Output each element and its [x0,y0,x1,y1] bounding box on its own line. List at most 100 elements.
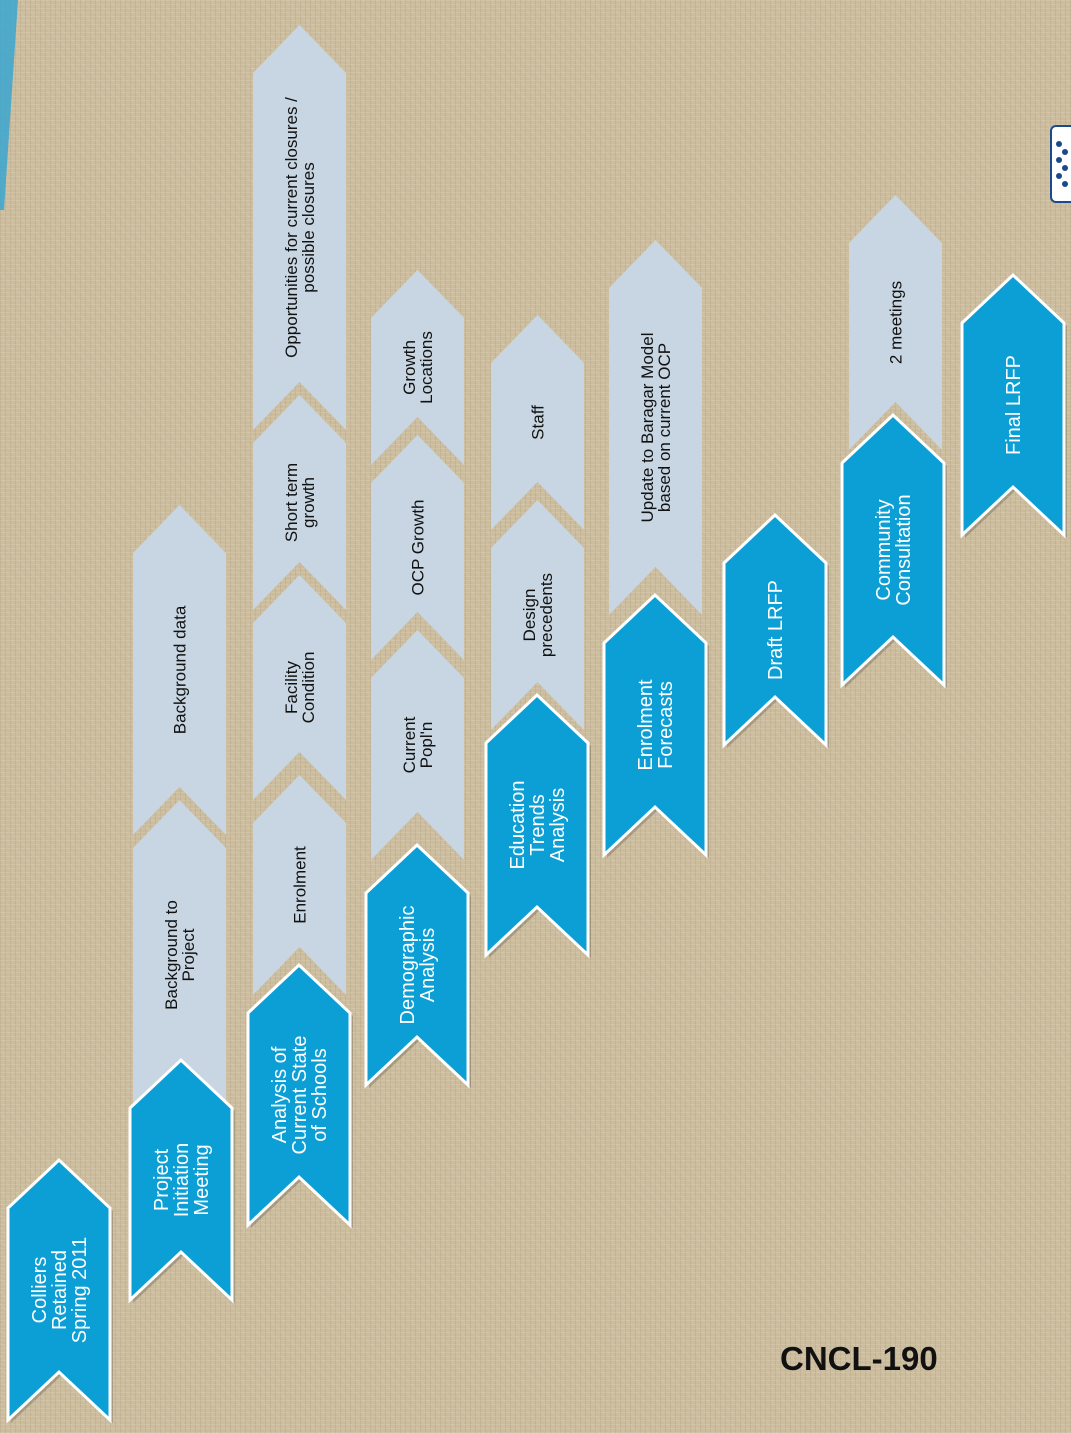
activity-chevron: Update to Baragar Modelbased on current … [609,240,702,615]
milestone-chevron-label-line: Analysis of [269,1046,291,1143]
activity-chevron-label: Enrolment [290,846,309,924]
milestone-chevron-shape [840,412,946,689]
milestone-chevron-label: CommunityConsultation [873,494,915,605]
milestone-chevron: Analysis ofCurrent Stateof Schools [246,962,353,1229]
milestone-chevron-label-line: Final LRFP [1003,355,1025,455]
activity-chevron-shape [133,800,226,1110]
milestone-chevron-label: ProjectInitiationMeeting [151,1143,213,1218]
activity-chevron: Short termgrowth [253,395,346,610]
activity-chevron-label: Update to Baragar Modelbased on current … [638,333,674,523]
milestone-chevron-shape [6,1157,112,1424]
activity-chevron-shape [253,395,346,610]
activity-chevron: Staff [491,315,584,530]
activity-chevron: GrowthLocations [371,270,464,465]
milestone-chevron-label: EnrolmentForecasts [635,679,677,771]
activity-chevron-label: Staff [528,405,547,440]
activity-chevron-shape [253,775,346,995]
activity-chevron-shape [253,25,346,430]
milestone-chevron-label: DemographicAnalysis [397,906,439,1025]
activity-chevron-label-line: based on current OCP [655,343,674,512]
milestone-chevron-label-line: Community [873,499,895,600]
milestone-chevron-label: Analysis ofCurrent Stateof Schools [269,1036,331,1155]
activity-chevron: FacilityCondition [253,575,346,800]
milestone-chevron-label-line: Trends [527,794,549,856]
milestone-chevron-label-line: Education [507,781,529,870]
activity-chevron-label-line: Background to [162,900,181,1010]
milestone-chevron-shape [602,592,708,859]
milestones-layer: ColliersRetainedSpring 2011ProjectInitia… [6,272,1067,1424]
activity-chevron-label-line: Facility [282,661,301,714]
milestone-chevron: Final LRFP [960,272,1067,539]
milestone-chevron-label-line: Retained [49,1250,71,1330]
activity-chevron-label: FacilityCondition [282,652,318,724]
milestone-chevron-label: Draft LRFP [765,580,787,680]
milestone-chevron-shape [246,962,352,1229]
milestone-chevron-shape [364,842,470,1089]
school-district-logo-icon [1050,125,1071,203]
milestone-chevron-label: ColliersRetainedSpring 2011 [29,1237,91,1343]
milestone-chevron-label-line: Current State [289,1036,311,1155]
milestone-chevron-shape [484,692,590,959]
activity-chevron-label-line: Update to Baragar Model [638,333,657,523]
activity-chevron-shape [371,435,464,660]
milestone-chevron-label-line: Analysis [547,788,569,862]
milestone-chevron-label-line: Meeting [191,1144,213,1215]
activity-chevron: Background data [133,505,226,835]
activity-chevron: Designprecedents [491,500,584,730]
activity-chevron-label-line: Staff [528,405,547,440]
activity-chevron-label: Background toProject [162,900,198,1010]
activity-chevron-label-line: Short term [282,463,301,542]
milestone-chevron-label-line: Colliers [29,1257,51,1324]
activity-chevron-label: OCP Growth [408,499,427,595]
activity-chevron-label-line: Enrolment [290,846,309,924]
activity-chevron-shape [371,630,464,860]
activity-chevron-label-line: Current [400,716,419,773]
activity-chevron-label-line: precedents [537,573,556,657]
milestone-chevron-shape [128,1057,234,1304]
left-edge-accent [0,0,18,210]
activity-chevron-shape [133,505,226,835]
activity-chevron-shape [491,500,584,730]
activity-chevron-label: Opportunities for current closures /poss… [282,97,318,358]
activity-chevron-shape [849,195,942,450]
activity-chevron-label: GrowthLocations [400,331,436,404]
activity-chevron-label: Designprecedents [520,573,556,657]
milestone-chevron-label-line: Initiation [171,1143,193,1218]
activity-chevron-label: 2 meetings [886,281,905,364]
milestone-chevron-shape [960,272,1066,539]
activity-chevron-label-line: possible closures [299,162,318,292]
milestone-chevron: CommunityConsultation [840,412,947,689]
activity-chevron-label: CurrentPopl'n [400,716,436,773]
document-code: CNCL-190 [780,1340,938,1377]
activity-chevron-label-line: Design [520,589,539,642]
activity-chevron: CurrentPopl'n [371,630,464,860]
activity-chevron-label-line: 2 meetings [886,281,905,364]
milestone-chevron-label-line: Draft LRFP [765,580,787,680]
milestone-chevron: ColliersRetainedSpring 2011 [6,1157,113,1424]
milestone-chevron-label-line: Demographic [397,906,419,1025]
activity-chevron-label-line: Condition [299,652,318,724]
milestone-chevron-label-line: Analysis [417,928,439,1002]
activity-chevron-label-line: Locations [417,331,436,404]
activity-chevron: OCP Growth [371,435,464,660]
milestone-chevron: ProjectInitiationMeeting [128,1057,235,1304]
activities-layer: Background toProject Background data Enrol… [133,25,942,1110]
activity-chevron-label-line: Popl'n [417,722,436,769]
activity-chevron-label-line: OCP Growth [408,499,427,595]
activity-chevron-label-line: Background data [170,605,189,734]
activity-chevron: 2 meetings [849,195,942,450]
activity-chevron-label-line: Project [179,928,198,981]
activity-chevron-shape [253,575,346,800]
milestone-chevron: EnrolmentForecasts [602,592,709,859]
activity-chevron-shape [371,270,464,465]
milestone-chevron-label: Final LRFP [1003,355,1025,455]
milestone-chevron-label-line: Spring 2011 [69,1237,91,1343]
milestone-chevron: EducationTrendsAnalysis [484,692,591,959]
milestone-chevron-label-line: of Schools [309,1048,331,1141]
milestone-chevron: DemographicAnalysis [364,842,471,1089]
activity-chevron-label-line: Opportunities for current closures / [282,97,301,358]
milestone-chevron: Draft LRFP [722,512,829,749]
activity-chevron-shape [609,240,702,615]
activity-chevron-label-line: growth [299,477,318,528]
